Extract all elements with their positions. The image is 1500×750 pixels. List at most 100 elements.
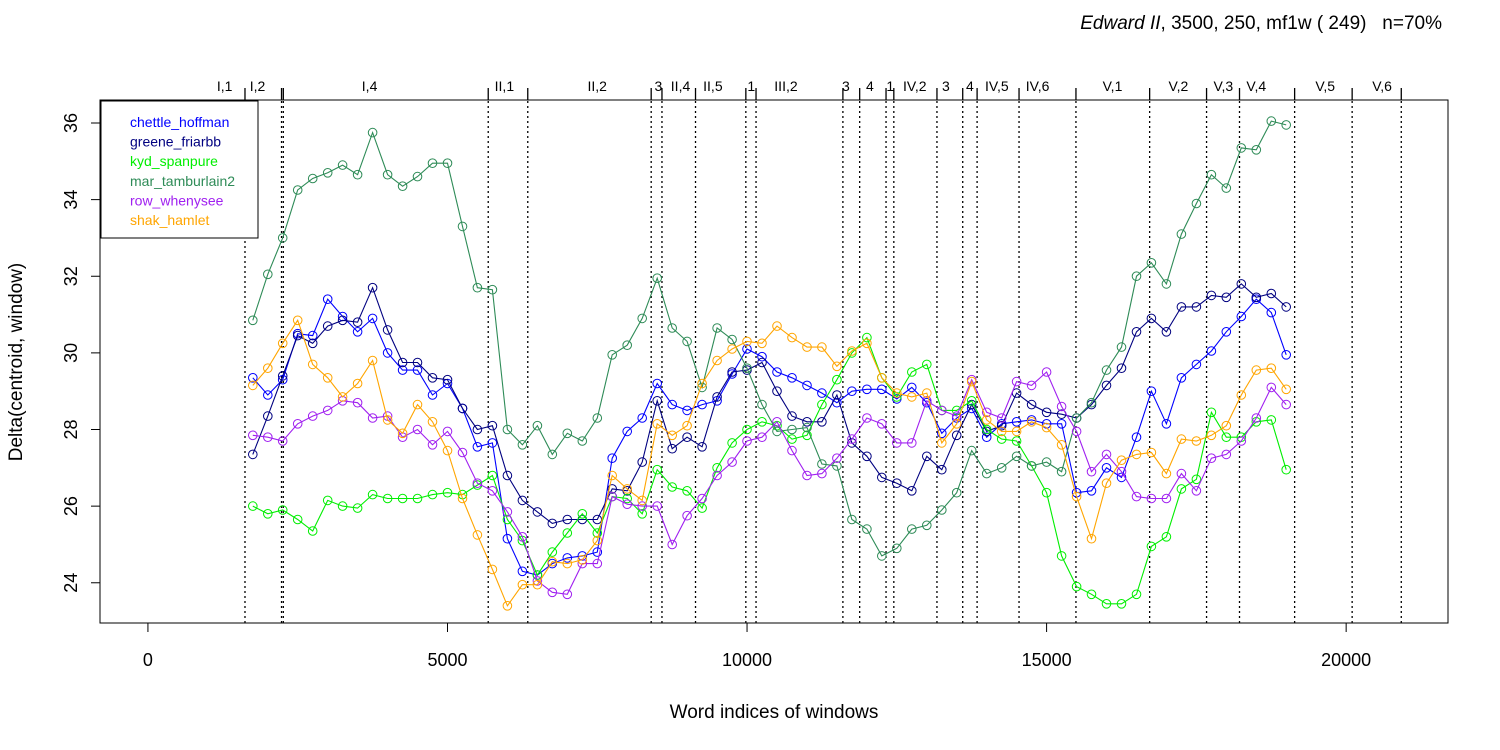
point-mar_tamburlain2-7 xyxy=(352,169,363,180)
point-kyd_spanpure-8 xyxy=(367,489,378,500)
point-row_whenysee-47 xyxy=(951,411,962,421)
point-chettle_hoffman-68 xyxy=(1266,307,1277,318)
point-greene_friarbb-9 xyxy=(382,325,393,335)
series-line-chettle_hoffman xyxy=(252,298,1287,576)
point-greene_friarbb-29 xyxy=(682,432,692,443)
point-greene_friarbb-5 xyxy=(322,321,333,331)
point-row_whenysee-42 xyxy=(877,419,887,429)
point-mar_tamburlain2-27 xyxy=(652,273,663,284)
point-mar_tamburlain2-20 xyxy=(547,449,558,460)
chart-title-italic: Edward II xyxy=(1080,13,1161,34)
series-line-mar_tamburlain2 xyxy=(252,120,1287,557)
point-mar_tamburlain2-34 xyxy=(757,399,767,410)
point-shak_hamlet-33 xyxy=(742,336,752,347)
point-shak_hamlet-14 xyxy=(457,493,468,504)
point-kyd_spanpure-33 xyxy=(742,424,752,435)
scene-label-20: V,3 xyxy=(1213,78,1233,94)
point-row_whenysee-26 xyxy=(637,501,648,511)
point-greene_friarbb-20 xyxy=(547,518,558,529)
point-chettle_hoffman-34 xyxy=(757,351,767,362)
point-kyd_spanpure-2 xyxy=(277,505,288,515)
point-mar_tamburlain2-38 xyxy=(817,459,827,469)
point-shak_hamlet-1 xyxy=(263,363,273,374)
point-mar_tamburlain2-40 xyxy=(847,514,857,525)
legend-entry-row_whenysee: row_whenysee xyxy=(130,192,224,208)
series-line-row_whenysee xyxy=(252,371,1287,595)
point-row_whenysee-12 xyxy=(427,440,438,450)
point-row_whenysee-53 xyxy=(1041,367,1052,377)
point-mar_tamburlain2-35 xyxy=(772,426,782,437)
point-chettle_hoffman-0 xyxy=(248,373,258,383)
scene-label-5: 3 xyxy=(654,78,662,94)
point-chettle_hoffman-17 xyxy=(502,533,513,544)
point-greene_friarbb-42 xyxy=(877,472,887,483)
point-mar_tamburlain2-54 xyxy=(1056,466,1067,477)
point-greene_friarbb-0 xyxy=(248,449,258,460)
scene-label-15: 4 xyxy=(966,78,974,94)
point-greene_friarbb-38 xyxy=(817,417,827,427)
point-mar_tamburlain2-10 xyxy=(397,181,408,191)
series-kyd_spanpure xyxy=(248,332,1291,609)
scene-label-16: IV,5 xyxy=(985,78,1009,94)
point-mar_tamburlain2-44 xyxy=(907,524,917,534)
point-kyd_spanpure-3 xyxy=(292,514,303,525)
point-mar_tamburlain2-43 xyxy=(892,543,902,554)
point-shak_hamlet-51 xyxy=(1011,426,1022,437)
point-row_whenysee-36 xyxy=(787,445,797,456)
point-shak_hamlet-21 xyxy=(562,558,573,569)
point-shak_hamlet-38 xyxy=(817,342,827,352)
point-kyd_spanpure-20 xyxy=(547,547,558,557)
point-greene_friarbb-6 xyxy=(337,315,348,326)
point-greene_friarbb-65 xyxy=(1221,292,1232,303)
point-mar_tamburlain2-21 xyxy=(562,428,573,439)
point-chettle_hoffman-16 xyxy=(487,438,498,448)
point-shak_hamlet-49 xyxy=(981,415,992,425)
scene-label-4: II,2 xyxy=(588,78,608,94)
point-kyd_spanpure-53 xyxy=(1041,487,1052,498)
point-row_whenysee-50 xyxy=(996,413,1007,423)
point-greene_friarbb-16 xyxy=(487,420,498,431)
point-shak_hamlet-50 xyxy=(996,426,1007,437)
point-greene_friarbb-32 xyxy=(727,367,737,377)
point-chettle_hoffman-28 xyxy=(667,399,678,410)
scene-label-7: II,5 xyxy=(703,78,723,94)
point-chettle_hoffman-23 xyxy=(592,547,603,557)
y-tick-label-6: 36 xyxy=(61,113,81,133)
point-chettle_hoffman-56 xyxy=(1086,486,1097,496)
point-mar_tamburlain2-53 xyxy=(1041,457,1052,467)
point-greene_friarbb-15 xyxy=(472,424,483,435)
point-chettle_hoffman-63 xyxy=(1191,359,1202,370)
point-mar_tamburlain2-49 xyxy=(981,468,992,479)
point-shak_hamlet-5 xyxy=(322,373,333,383)
point-shak_hamlet-46 xyxy=(937,438,947,448)
point-row_whenysee-21 xyxy=(562,589,573,600)
point-row_whenysee-63 xyxy=(1191,486,1202,496)
scene-label-6: II,4 xyxy=(671,78,691,94)
point-shak_hamlet-25 xyxy=(622,484,633,494)
point-greene_friarbb-7 xyxy=(352,317,363,328)
point-greene_friarbb-43 xyxy=(892,478,902,489)
point-row_whenysee-17 xyxy=(502,507,513,517)
y-axis: 24 26 28 30 32 34 36 xyxy=(61,113,101,593)
point-greene_friarbb-53 xyxy=(1041,407,1052,418)
point-mar_tamburlain2-26 xyxy=(637,313,648,324)
point-chettle_hoffman-59 xyxy=(1131,432,1142,443)
point-row_whenysee-37 xyxy=(802,470,812,481)
point-row_whenysee-46 xyxy=(937,405,947,416)
point-row_whenysee-60 xyxy=(1146,493,1157,504)
point-mar_tamburlain2-60 xyxy=(1146,258,1157,268)
point-mar_tamburlain2-19 xyxy=(532,420,543,431)
x-axis-label: Word indices of windows xyxy=(670,702,879,723)
point-mar_tamburlain2-12 xyxy=(427,158,438,168)
point-shak_hamlet-58 xyxy=(1116,455,1127,466)
point-row_whenysee-57 xyxy=(1101,449,1112,460)
point-chettle_hoffman-11 xyxy=(412,365,423,375)
legend-entry-kyd_spanpure: kyd_spanpure xyxy=(130,153,218,169)
point-greene_friarbb-1 xyxy=(263,411,273,421)
series-group xyxy=(248,116,1291,611)
point-mar_tamburlain2-37 xyxy=(802,422,812,433)
point-greene_friarbb-18 xyxy=(517,495,528,506)
point-kyd_spanpure-56 xyxy=(1086,589,1097,600)
point-mar_tamburlain2-63 xyxy=(1191,198,1202,209)
point-shak_hamlet-43 xyxy=(892,388,902,398)
